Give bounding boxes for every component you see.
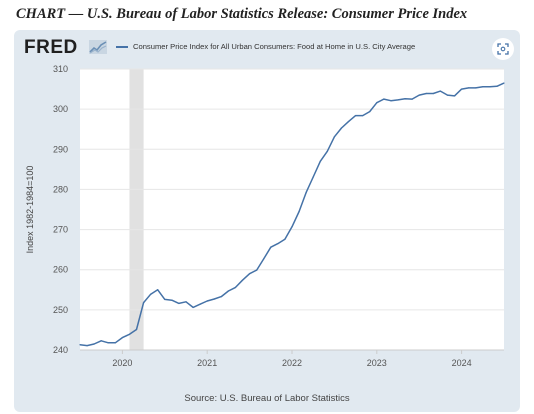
legend-swatch	[116, 45, 128, 48]
data-point	[114, 342, 116, 344]
data-point	[369, 110, 371, 113]
plot-area	[80, 69, 504, 350]
y-tick-label: 280	[53, 184, 68, 194]
fred-graph-icon	[89, 40, 107, 54]
data-point	[376, 102, 378, 104]
data-point	[305, 192, 307, 194]
data-point	[157, 289, 159, 291]
data-point	[461, 88, 463, 90]
data-point	[220, 296, 222, 298]
data-point	[496, 85, 498, 87]
data-point	[397, 99, 399, 101]
data-point	[93, 343, 95, 345]
data-point	[171, 299, 173, 301]
data-point	[249, 273, 251, 275]
data-point	[468, 87, 470, 89]
data-point	[355, 114, 357, 117]
data-point	[475, 87, 477, 89]
source-note: Source: U.S. Bureau of Labor Statistics	[184, 393, 350, 404]
data-point	[404, 98, 406, 100]
data-point	[100, 340, 102, 342]
data-point	[425, 92, 427, 95]
chart-frame: FRED Consumer Price Index for All Urban …	[14, 30, 520, 412]
data-point	[263, 258, 265, 260]
data-point	[277, 243, 279, 245]
y-tick-label: 270	[53, 225, 68, 235]
data-point	[178, 302, 180, 305]
x-tick-label: 2023	[367, 358, 387, 368]
data-point	[418, 94, 420, 96]
data-point	[482, 86, 484, 88]
y-tick-label: 300	[53, 104, 68, 114]
y-tick-label: 290	[53, 144, 68, 154]
data-point	[312, 176, 314, 178]
data-point	[79, 344, 81, 346]
data-point	[227, 290, 229, 292]
y-tick-label: 260	[53, 265, 68, 275]
data-point	[199, 303, 201, 305]
data-point	[446, 94, 449, 96]
data-point	[390, 100, 392, 102]
y-tick-label: 240	[53, 345, 68, 355]
chart-legend: Consumer Price Index for All Urban Consu…	[116, 42, 415, 51]
data-point	[347, 120, 350, 123]
recession-band	[129, 69, 144, 350]
data-point	[107, 342, 109, 344]
data-point	[135, 328, 138, 331]
data-point	[150, 293, 152, 295]
data-point	[234, 286, 237, 288]
data-point	[206, 300, 208, 302]
x-tick-label: 2021	[197, 358, 217, 368]
data-point	[383, 98, 385, 100]
fred-logo[interactable]: FRED	[24, 37, 78, 58]
data-point	[143, 302, 145, 304]
data-point	[333, 136, 335, 138]
page-header: CHART — U.S. Bureau of Labor Statistics …	[16, 6, 468, 22]
data-point	[164, 298, 166, 301]
data-point	[291, 226, 293, 228]
data-point	[86, 344, 88, 347]
y-tick-label: 250	[53, 305, 68, 315]
x-tick-label: 2024	[452, 358, 472, 368]
data-point	[284, 238, 286, 240]
data-point	[489, 86, 491, 88]
expand-button[interactable]	[492, 38, 514, 60]
line-chart: 240 250 260 270 280 290 300 310 2020 2021 2022 202…	[25, 64, 505, 368]
data-point	[192, 306, 194, 309]
data-point	[185, 301, 187, 303]
data-point	[362, 114, 364, 117]
expand-icon	[497, 43, 509, 55]
data-point	[432, 92, 434, 95]
data-point	[256, 269, 258, 271]
data-point	[241, 279, 244, 281]
x-tick-label: 2022	[282, 358, 302, 368]
y-axis-label: Index 1982-1984=100	[25, 166, 35, 254]
data-point	[319, 160, 321, 162]
x-tick-label: 2020	[112, 358, 132, 368]
data-point	[121, 336, 123, 339]
data-point	[439, 90, 441, 92]
data-point	[503, 82, 505, 84]
data-point	[270, 246, 272, 248]
data-point	[453, 95, 456, 97]
data-point	[128, 333, 131, 335]
data-point	[298, 210, 300, 213]
legend-label: Consumer Price Index for All Urban Consu…	[133, 42, 416, 51]
data-point	[213, 298, 215, 300]
y-tick-label: 310	[53, 64, 68, 74]
data-point	[411, 98, 413, 100]
data-point	[340, 127, 343, 129]
data-point	[326, 150, 328, 152]
